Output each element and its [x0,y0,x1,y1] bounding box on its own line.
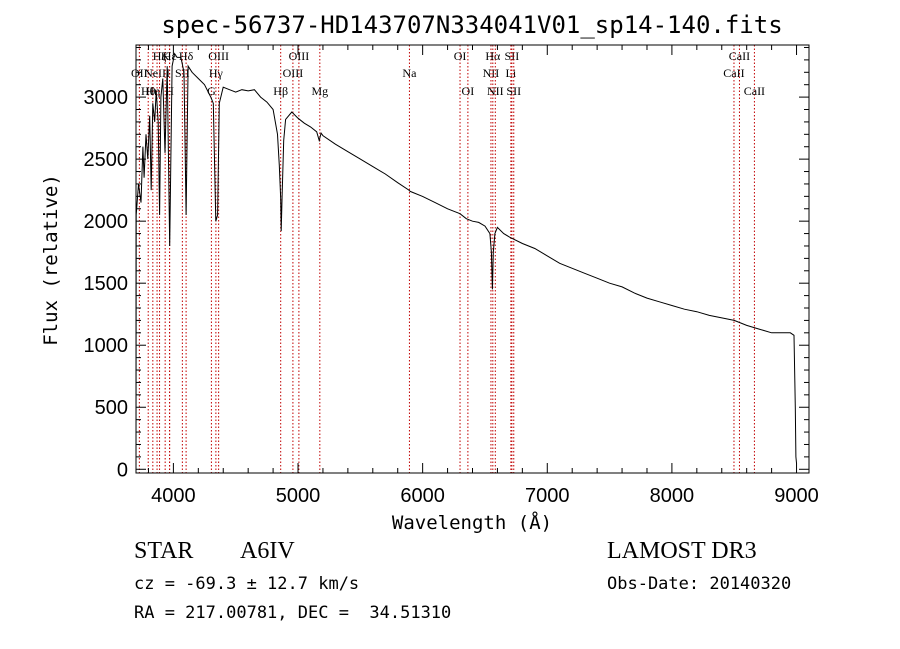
line-marker-label: Mg [311,84,328,98]
line-marker-label: CaII [723,66,744,80]
spectrum-chart: spec-56737-HD143707N334041V01_sp14-140.f… [40,11,819,534]
x-tick-label: 4000 [151,485,196,507]
spectral-subclass: A6IV [240,538,295,564]
x-tick-label: 5000 [276,485,321,507]
line-marker-label: NeIII [144,66,170,80]
survey-name: LAMOST DR3 [607,538,757,564]
line-marker-label: CaII [744,84,765,98]
obs-date-text: Obs-Date: 20140320 [607,574,792,594]
line-marker-label: Hδ [179,49,194,63]
line-marker-label: Hθ [141,84,156,98]
line-marker-label: OIII [283,66,304,80]
line-marker-label: Hη [145,84,160,98]
line-marker-label: Li [506,66,517,80]
x-tick-label: 6000 [400,485,445,507]
line-marker-label: K [161,49,170,63]
y-tick-label: 2000 [84,211,129,233]
spectrum-line [135,52,797,470]
line-marker-label: OII [131,66,148,80]
object-class: STAR [134,538,194,564]
line-marker-label: Na [402,66,417,80]
y-axis-label: Flux (relative) [40,174,62,346]
x-tick-label: 8000 [650,485,695,507]
y-tick-label: 2500 [84,149,129,171]
x-axis-label: Wavelength (Å) [392,511,552,534]
y-tick-label: 3000 [84,87,129,109]
emission-line-markers: OIIHθHηNeIIIHζKHHεSIIHδGHγOIIIHβOIIIOIII… [131,45,765,473]
line-marker-label: Hα [485,49,501,63]
x-tick-label: 7000 [525,485,570,507]
chart-title: spec-56737-HD143707N334041V01_sp14-140.f… [161,11,782,39]
line-marker-label: SII [506,84,521,98]
y-tick-label: 0 [117,459,128,481]
line-marker-label: SII [505,49,520,63]
line-marker-label: Hβ [273,84,288,98]
y-tick-label: 1000 [84,335,129,357]
y-axis-ticks: 0 500 1000 1500 2000 2500 3000 [84,46,809,481]
line-marker-label: CaII [729,49,750,63]
x-tick-label: 9000 [774,485,819,507]
line-marker-label: OI [454,49,467,63]
redshift-text: cz = -69.3 ± 12.7 km/s [134,574,360,594]
y-tick-label: 1500 [84,273,129,295]
line-marker-label: Hγ [209,66,224,80]
line-marker-label: OIII [289,49,310,63]
line-marker-label: OIII [208,49,229,63]
line-marker-label: NII [487,84,504,98]
line-marker-label: Hζ [153,49,167,63]
line-marker-label: NII [483,66,500,80]
plot-frame [135,44,810,474]
line-marker-label: OI [462,84,475,98]
y-tick-label: 500 [95,397,128,419]
line-marker-label: G [207,84,216,98]
x-axis-ticks: 4000 5000 6000 7000 8000 9000 [147,45,819,507]
coordinates-text: RA = 217.00781, DEC = 34.51310 [134,603,452,623]
